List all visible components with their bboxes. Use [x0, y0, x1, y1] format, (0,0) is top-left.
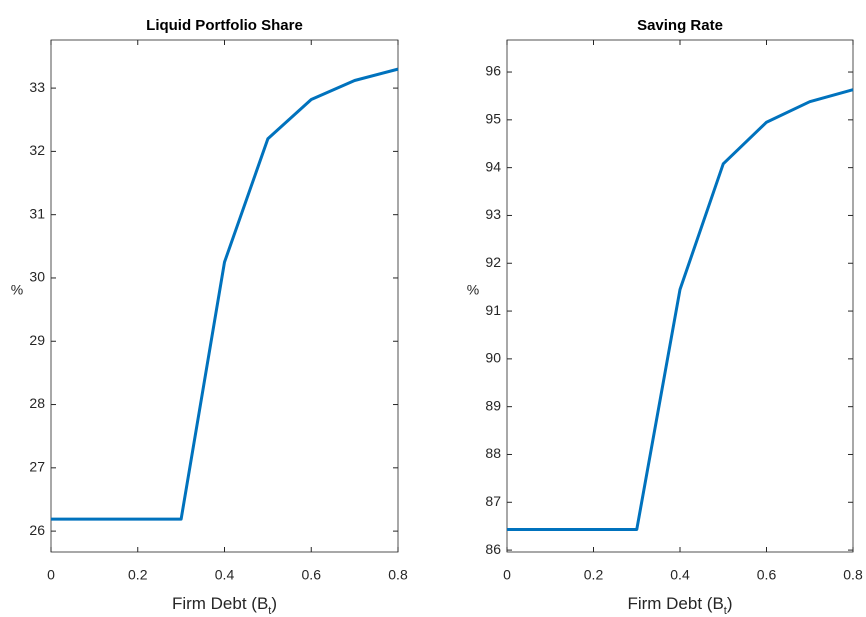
y-tick-label: 91 [485, 302, 501, 318]
y-axis-label: % [11, 282, 23, 298]
x-axis-label: Firm Debt (Bt) [172, 594, 277, 616]
y-tick-label: 92 [485, 254, 501, 270]
y-tick-label: 96 [485, 63, 501, 79]
plot-area [50, 39, 399, 553]
y-tick-label: 93 [485, 206, 501, 222]
y-tick-label: 32 [29, 142, 45, 158]
x-tick-label: 0 [47, 567, 55, 583]
x-axis-label-sub: t [268, 605, 271, 617]
y-tick-label: 33 [29, 79, 45, 95]
data-line [507, 88, 854, 532]
y-tick-label: 95 [485, 111, 501, 127]
x-tick-label: 0.8 [388, 567, 408, 583]
x-axis-label-end: ) [271, 594, 277, 613]
x-axis-label: Firm Debt (Bt) [627, 594, 732, 616]
x-axis-label-sub: t [724, 605, 727, 617]
y-tick-label: 94 [485, 158, 501, 174]
x-tick-label: 0.8 [843, 567, 863, 583]
x-tick-label: 0.4 [215, 567, 235, 583]
x-tick-label: 0.2 [128, 567, 148, 583]
chart-title: Saving Rate [637, 17, 723, 34]
y-tick-label: 27 [29, 459, 45, 475]
y-tick-label: 90 [485, 350, 501, 366]
x-axis-label-main: Firm Debt (B [172, 594, 268, 613]
x-tick-label: 0.4 [670, 567, 690, 583]
y-tick-label: 31 [29, 205, 45, 221]
y-tick-label: 87 [485, 493, 501, 509]
y-tick-label: 88 [485, 445, 501, 461]
x-axis-label-main: Firm Debt (B [627, 594, 723, 613]
data-line [51, 67, 399, 521]
y-tick-label: 89 [485, 397, 501, 413]
x-tick-label: 0.6 [302, 567, 322, 583]
y-tick-label: 28 [29, 395, 45, 411]
y-tick-label: 26 [29, 522, 45, 538]
x-tick-label: 0.2 [584, 567, 604, 583]
x-axis-label-end: ) [727, 594, 733, 613]
y-tick-label: 86 [485, 541, 501, 557]
y-tick-label: 30 [29, 269, 45, 285]
x-tick-label: 0 [503, 567, 511, 583]
chart-title: Liquid Portfolio Share [146, 17, 303, 34]
y-tick-label: 29 [29, 332, 45, 348]
x-tick-label: 0.6 [757, 567, 777, 583]
y-axis-label: % [467, 282, 479, 298]
